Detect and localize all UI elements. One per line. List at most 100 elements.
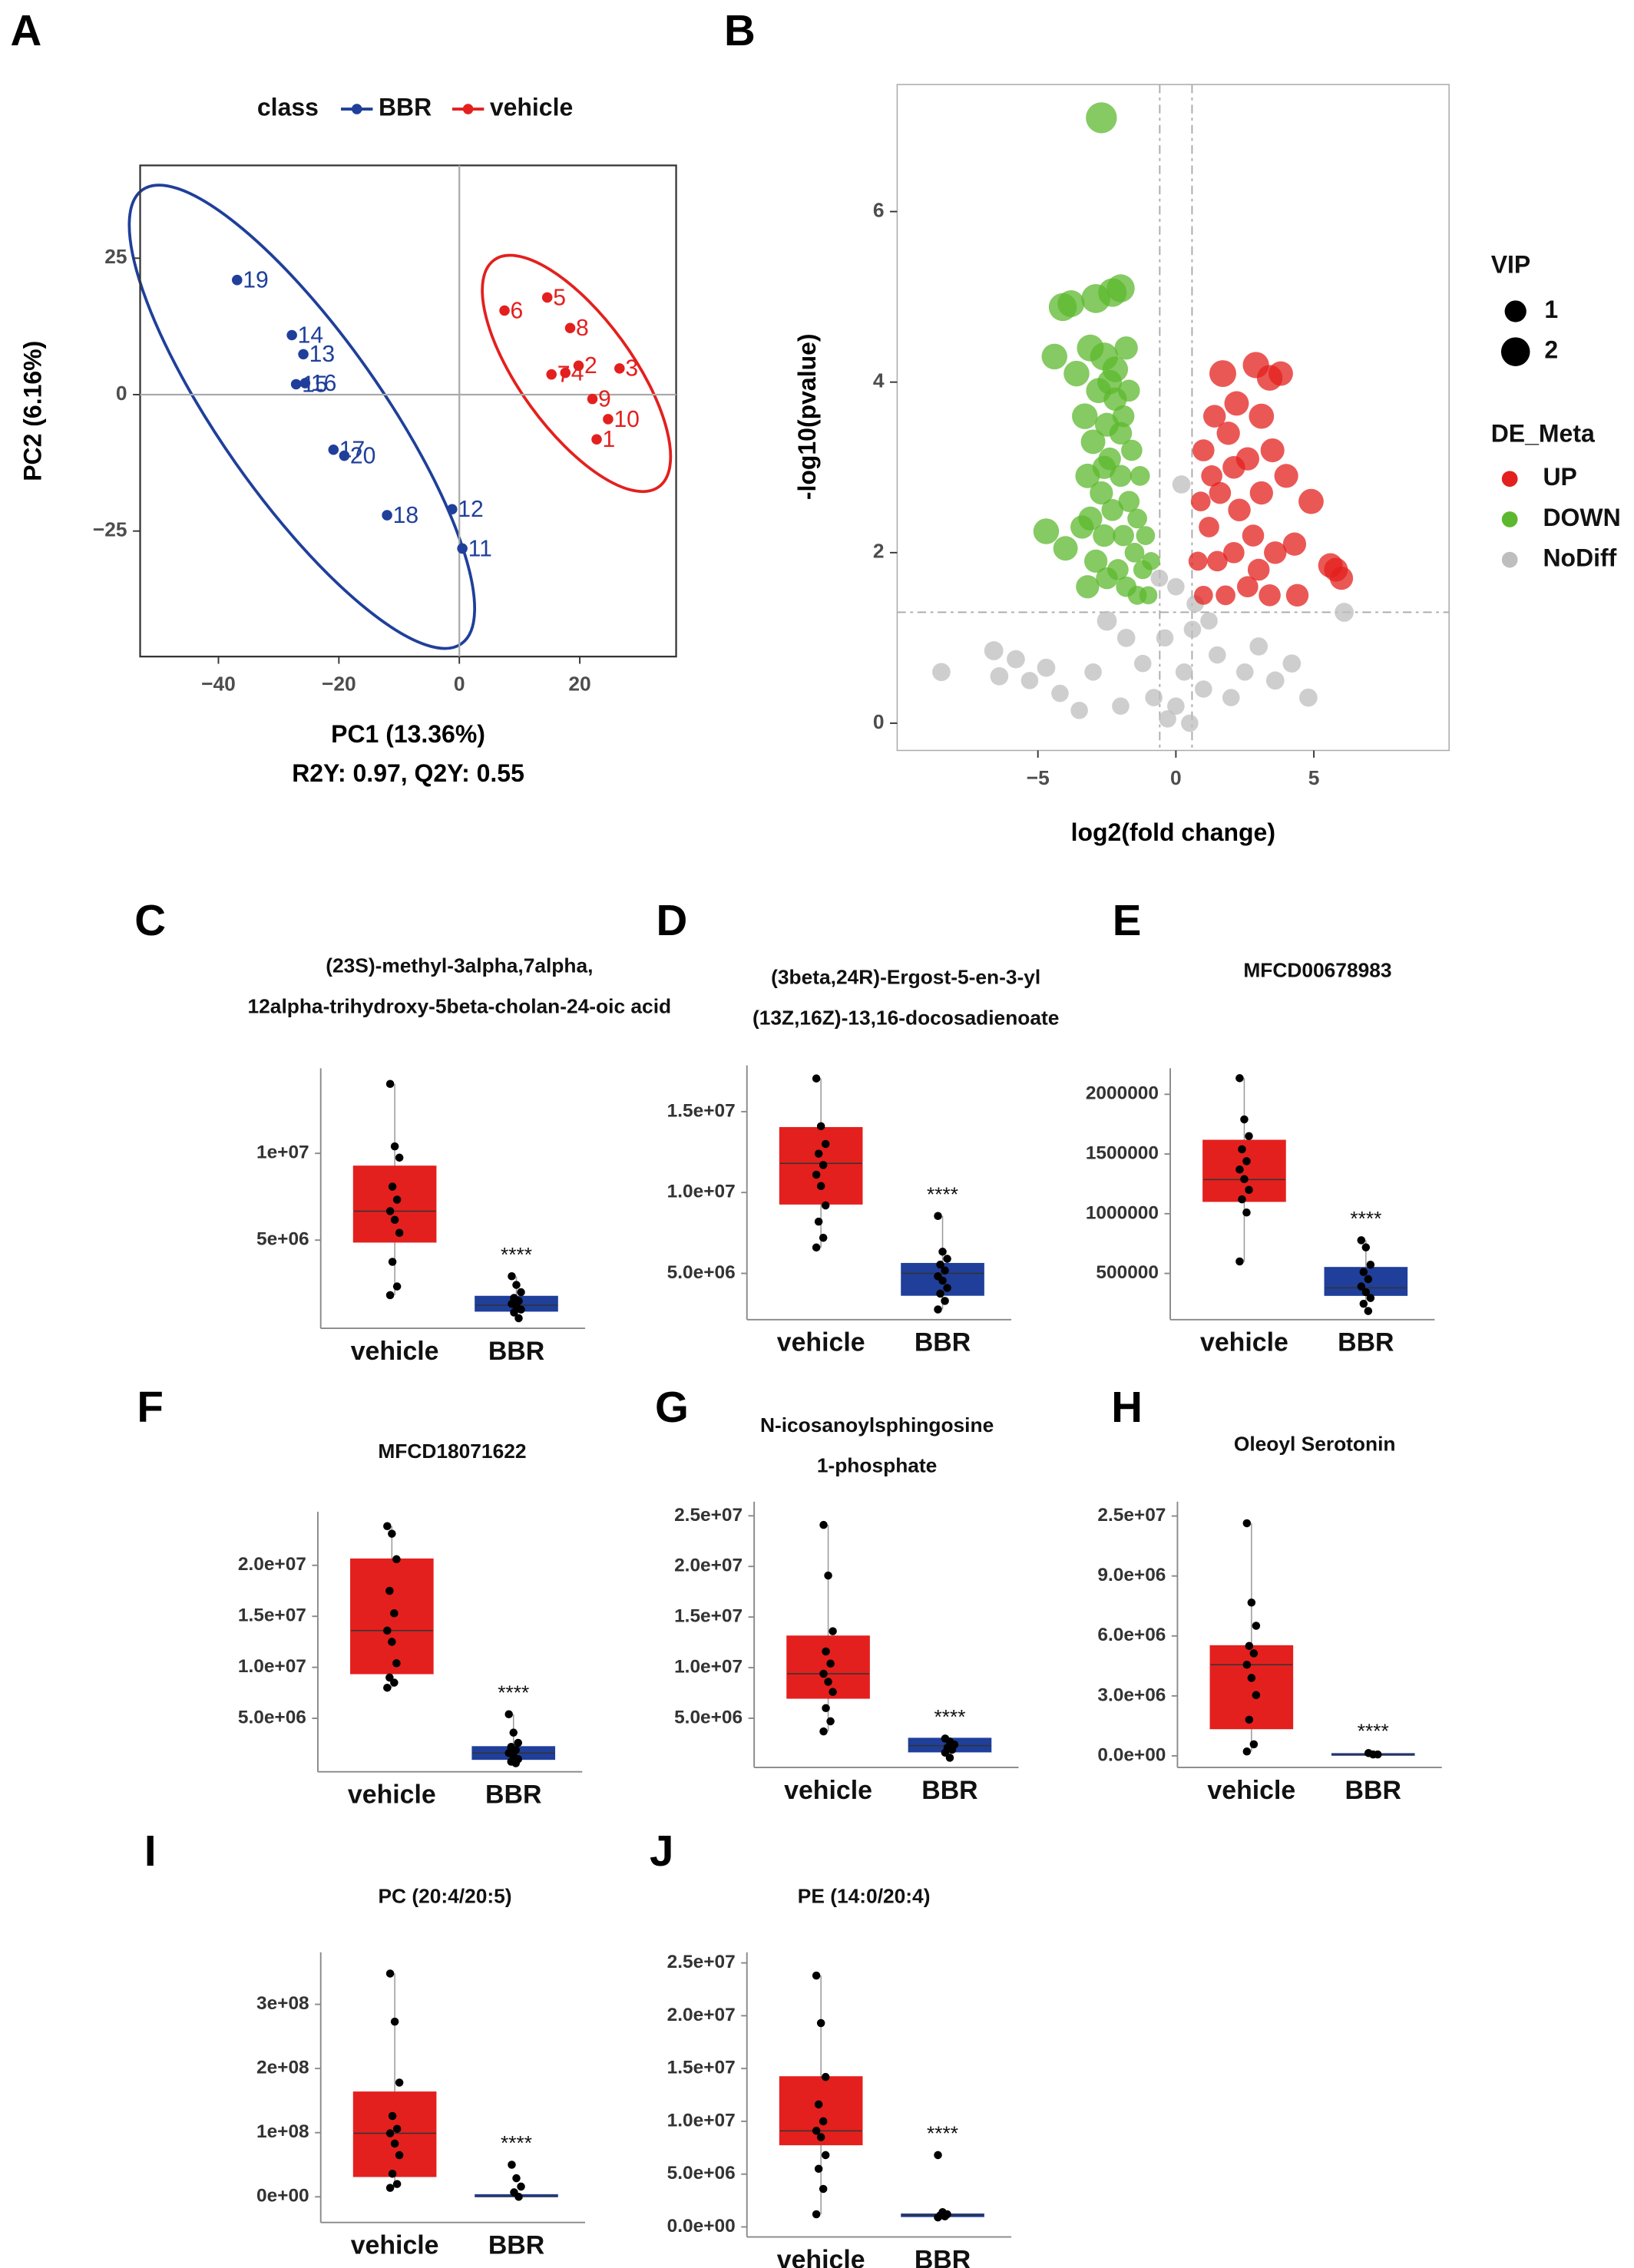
point xyxy=(1357,1236,1366,1245)
point xyxy=(1245,1641,1254,1651)
point xyxy=(392,1555,401,1564)
point xyxy=(564,322,576,334)
point xyxy=(510,1308,518,1317)
point-label: 10 xyxy=(614,407,639,432)
point xyxy=(826,1717,835,1726)
point xyxy=(1037,658,1056,677)
point xyxy=(1202,405,1226,428)
plot-title: 12alpha-trihydroxy-5beta-cholan-24-oic a… xyxy=(248,994,672,1017)
point xyxy=(1124,542,1145,563)
legend-title: VIP xyxy=(1491,251,1531,279)
panel-letter: I xyxy=(144,1827,157,1875)
point-label: 4 xyxy=(571,360,584,385)
point xyxy=(1242,524,1265,547)
point xyxy=(1359,1268,1368,1276)
point xyxy=(1084,549,1108,574)
point xyxy=(383,1683,392,1692)
y-tick-label: 0.0e+00 xyxy=(667,2216,736,2237)
y-tick-label: 0e+00 xyxy=(256,2186,309,2207)
point xyxy=(1268,361,1293,386)
point xyxy=(816,2133,825,2141)
point xyxy=(941,1297,949,1305)
point xyxy=(816,1182,825,1191)
point xyxy=(934,1305,942,1314)
panel-letter: H xyxy=(1111,1383,1143,1431)
y-tick-label: 1.0e+07 xyxy=(667,2110,736,2131)
point xyxy=(1084,663,1102,681)
point xyxy=(938,1248,947,1256)
point xyxy=(392,1659,401,1668)
point xyxy=(390,1215,399,1225)
point xyxy=(1335,603,1354,622)
point xyxy=(388,1182,397,1191)
point xyxy=(1252,1691,1261,1700)
point xyxy=(395,1153,404,1162)
point xyxy=(1133,654,1152,673)
legend-dot xyxy=(351,104,362,114)
point xyxy=(1130,465,1150,486)
y-tick-label: 5.0e+06 xyxy=(667,1262,736,1283)
point-label: 9 xyxy=(598,386,611,412)
y-tick-label: 1.0e+07 xyxy=(238,1656,306,1677)
point xyxy=(1057,290,1085,317)
x-tick-label: BBR xyxy=(915,1328,971,1357)
y-axis-title: PC2 (6.16%) xyxy=(19,341,47,481)
point xyxy=(1093,524,1116,547)
point xyxy=(541,292,553,303)
y-tick-label: 500000 xyxy=(1096,1262,1159,1283)
point xyxy=(1076,575,1100,599)
point-label: 2 xyxy=(584,353,597,379)
point xyxy=(392,2180,402,2188)
y-tick-label: 1e+07 xyxy=(256,1142,309,1163)
x-tick-label: 0 xyxy=(454,673,465,696)
y-axis-title: -log10(pvalue) xyxy=(793,333,821,500)
point xyxy=(1361,1243,1371,1251)
panel-letter: J xyxy=(650,1827,673,1875)
point xyxy=(339,450,350,461)
point xyxy=(1167,697,1185,715)
point xyxy=(1092,455,1116,479)
point xyxy=(812,2127,821,2135)
point xyxy=(819,1669,828,1678)
point xyxy=(824,1571,832,1580)
point xyxy=(936,1289,944,1298)
plot-frame xyxy=(139,164,677,658)
point xyxy=(1249,481,1273,505)
y-tick-label: 2.0e+07 xyxy=(667,2005,736,2025)
point xyxy=(1252,1622,1261,1630)
point xyxy=(383,1522,392,1531)
legend-label: BBR xyxy=(379,94,432,121)
y-tick-label: 1.5e+07 xyxy=(667,2058,736,2078)
point xyxy=(1361,1288,1371,1297)
point xyxy=(812,1243,821,1252)
y-tick-label: 1.0e+07 xyxy=(667,1182,736,1202)
point xyxy=(821,2072,830,2081)
point xyxy=(819,1520,828,1529)
point xyxy=(1080,429,1106,455)
point xyxy=(1112,405,1135,428)
y-tick-label: 3.0e+06 xyxy=(1097,1684,1166,1705)
point xyxy=(517,1305,525,1314)
point xyxy=(385,1207,395,1215)
point xyxy=(1159,710,1176,728)
point xyxy=(1242,1660,1252,1669)
point xyxy=(388,1258,397,1266)
point xyxy=(1113,524,1134,547)
x-tick-label: vehicle xyxy=(777,1328,865,1357)
significance: **** xyxy=(501,2131,532,2154)
point xyxy=(932,663,951,682)
legend-dot xyxy=(1501,511,1518,527)
point xyxy=(546,369,557,380)
point xyxy=(1242,1208,1251,1217)
x-tick-label: BBR xyxy=(1338,1328,1394,1357)
point xyxy=(499,305,510,316)
point xyxy=(1228,498,1251,521)
point xyxy=(573,360,584,372)
point xyxy=(385,1079,395,1089)
point-label: 7 xyxy=(557,362,571,388)
significance: **** xyxy=(1358,1720,1389,1743)
point xyxy=(1072,403,1098,429)
point-label: 18 xyxy=(393,503,418,528)
x-tick-label: BBR xyxy=(488,1337,544,1366)
